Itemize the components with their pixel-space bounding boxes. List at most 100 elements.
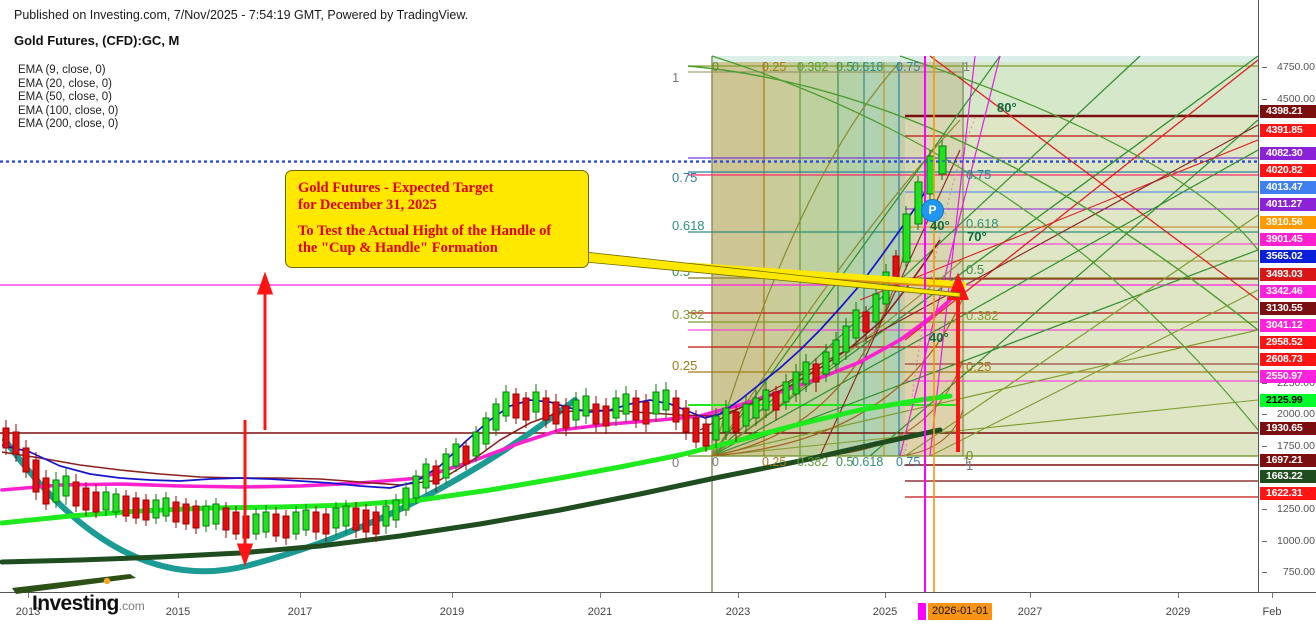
ema200-line [0, 427, 943, 565]
time-tick-mark [28, 593, 29, 598]
gann-angle-label: 70° [967, 229, 987, 244]
fib-level-label: 0.25 [966, 359, 992, 374]
pivot-marker-p[interactable]: P [921, 199, 944, 222]
fib-level-label: 0.5 [966, 262, 985, 277]
time-tick-mark [738, 593, 739, 598]
price-tick-mark [1262, 414, 1267, 415]
measure-arrow-down-left [236, 420, 254, 567]
fib-level-label: 0.25 [762, 60, 787, 74]
callout-leader-line [585, 251, 961, 298]
time-tick-mark [1030, 593, 1031, 598]
price-level-badge[interactable]: 3041.12 [1260, 319, 1316, 332]
indicator-ema20: EMA (20, close, 0) [18, 77, 112, 90]
price-level-badge[interactable]: 1622.31 [1260, 487, 1316, 500]
price-level-badge[interactable]: 4020.82 [1260, 164, 1316, 177]
fib-level-label: 0.25 [762, 455, 787, 469]
target-date-badge[interactable]: 2026-01-01 [928, 603, 993, 620]
price-level-badge[interactable]: 4398.21 [1260, 105, 1316, 118]
time-tick-mark [1272, 593, 1273, 598]
indicator-legend: EMA (9, close, 0) EMA (20, close, 0) EMA… [18, 64, 118, 132]
time-tick-label: 2025 [872, 606, 898, 618]
fib-level-label: 1 [963, 455, 970, 469]
fib-level-label: 1 [963, 60, 970, 74]
candlestick-series [2, 140, 947, 545]
time-tick-mark [600, 593, 601, 598]
price-tick-mark [1262, 446, 1267, 447]
price-level-badge[interactable]: 4011.27 [1260, 198, 1316, 211]
time-tick-mark [885, 593, 886, 598]
price-tick-label: 4750.00 [1277, 61, 1315, 73]
annotation-line-1: Gold Futures - Expected Target [298, 180, 494, 196]
time-tick-label: 2021 [587, 606, 613, 618]
price-axis[interactable]: 4750.00 4500.00 2250.00 2000.00 1750.00 1250.… [1258, 0, 1316, 610]
ema9-line [1, 191, 926, 489]
price-level-badge[interactable]: 4391.85 [1260, 124, 1316, 137]
publish-info: Published on Investing.com, 7/Nov/2025 -… [14, 8, 469, 22]
ema50-line [0, 298, 952, 492]
time-tick-label: Feb [1262, 606, 1282, 618]
fib-level-label: 0.382 [797, 60, 829, 74]
annotation-line-4: the "Cup & Handle" Formation [298, 240, 498, 256]
fib-level-label: 1 [966, 458, 974, 473]
time-axis[interactable]: 2013 2015 2017 2019 2021 2023 2025 2027 2029 Feb 2… [0, 592, 1316, 635]
gann-arcs [687, 55, 1258, 431]
price-tick-mark [1262, 572, 1267, 573]
gann-fan-olive [711, 214, 1258, 457]
cup-arc [2, 397, 578, 575]
price-tick-mark [1262, 99, 1267, 100]
price-tick-mark [1262, 509, 1267, 510]
fib-level-label: 0.618 [852, 60, 884, 74]
price-level-badge[interactable]: 2125.99 [1260, 394, 1316, 407]
symbol-title: Gold Futures, (CFD):GC, M [14, 33, 180, 48]
price-level-badge[interactable]: 1930.65 [1260, 422, 1316, 435]
price-level-badge[interactable]: 1697.21 [1260, 454, 1316, 467]
gann-angle-label: 80° [997, 100, 1017, 115]
indicator-ema200: EMA (200, close, 0) [18, 118, 119, 131]
time-tick-mark [300, 593, 301, 598]
price-tick-label: 4500.00 [1277, 93, 1315, 105]
time-tick-label: 2017 [287, 606, 313, 618]
investing-logo: Investing.com [10, 572, 152, 616]
target-date-marker [918, 603, 926, 620]
logo-text: Investing [32, 592, 119, 615]
measure-arrow-up-left [256, 271, 274, 430]
price-tick-label: 1250.00 [1277, 503, 1315, 515]
price-level-badge[interactable]: 3910.56 [1260, 216, 1316, 229]
price-level-badge[interactable]: 3130.55 [1260, 302, 1316, 315]
chart-canvas [0, 55, 1258, 592]
annotation-line-2: for December 31, 2025 [298, 197, 437, 213]
annotation-callout[interactable]: Gold Futures - Expected Target for Decem… [285, 170, 589, 268]
price-tick-mark [1262, 383, 1267, 384]
price-level-badge[interactable]: 3342.46 [1260, 285, 1316, 298]
time-tick-mark [452, 593, 453, 598]
fib-level-label: 0.618 [852, 455, 884, 469]
fib-level-label: 0.618 [672, 218, 705, 233]
fib-level-label: 0.382 [966, 308, 999, 323]
indicator-ema9: EMA (9, close, 0) [18, 64, 106, 76]
price-level-badge[interactable]: 2608.73 [1260, 353, 1316, 366]
fib-level-label: 0.382 [672, 307, 705, 322]
fib-level-label: 0.75 [966, 167, 992, 182]
price-tick-label: 1750.00 [1277, 440, 1315, 452]
price-level-badge[interactable]: 1663.22 [1260, 470, 1316, 483]
price-level-badge[interactable]: 3565.02 [1260, 250, 1316, 263]
price-level-badge[interactable]: 3901.45 [1260, 233, 1316, 246]
time-tick-label: 2013 [15, 606, 41, 618]
price-level-badge[interactable]: 2958.52 [1260, 336, 1316, 349]
price-tick-mark [1262, 67, 1267, 68]
fib-level-label: 0.25 [672, 358, 698, 373]
price-tick-label: 1000.00 [1277, 535, 1315, 547]
chart-plot-area[interactable]: 0 0.25 0.382 0.5 0.618 0.75 1 1 0.75 0.618 0.5 0.3… [0, 0, 1258, 592]
price-level-badge[interactable]: 2550.97 [1260, 370, 1316, 383]
time-tick-mark [178, 593, 179, 598]
price-level-badge[interactable]: 4082.30 [1260, 147, 1316, 160]
fib-level-label: 0.75 [896, 455, 921, 469]
fib-level-label: 0.75 [896, 60, 921, 74]
price-level-badge[interactable]: 3493.03 [1260, 268, 1316, 281]
price-level-badge[interactable]: 4013.47 [1260, 181, 1316, 194]
fib-level-label: 0.5 [836, 60, 854, 74]
time-tick-label: 2027 [1017, 606, 1043, 618]
gann-angle-label: 40° [929, 330, 949, 345]
fib-level-label: 0.618 [966, 216, 999, 231]
